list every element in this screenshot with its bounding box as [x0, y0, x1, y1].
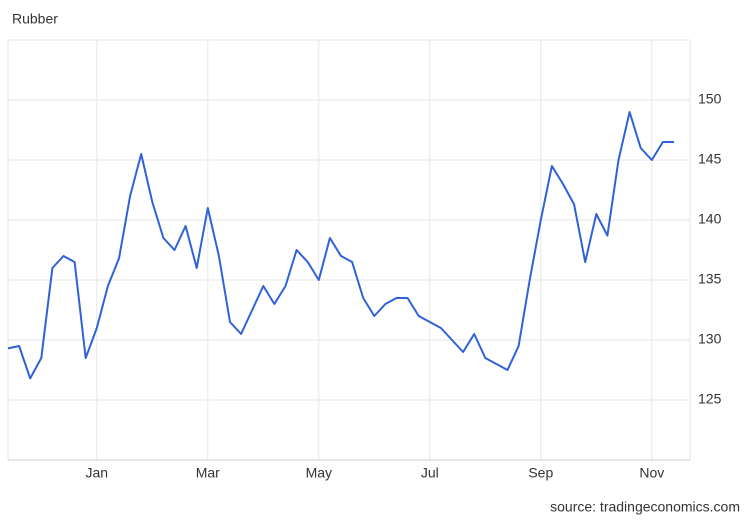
y-tick-label: 130 [698, 331, 722, 347]
x-tick-label: May [306, 465, 332, 481]
x-tick-label: Nov [639, 465, 664, 481]
y-tick-label: 140 [698, 211, 722, 227]
source: source: tradingeconomics.com [550, 499, 740, 515]
y-tick-label: 150 [698, 91, 722, 107]
x-tick-label: Jul [421, 465, 439, 481]
line-series [7, 111, 674, 380]
y-tick-label: 135 [698, 271, 722, 287]
y-tick-label: 125 [698, 391, 722, 407]
x-tick-label: Jan [86, 465, 109, 481]
x-tick-label: Sep [528, 465, 553, 481]
y-tick-label: 145 [698, 151, 722, 167]
chart-title: Rubber [12, 11, 58, 27]
x-tick-label: Mar [196, 465, 220, 481]
